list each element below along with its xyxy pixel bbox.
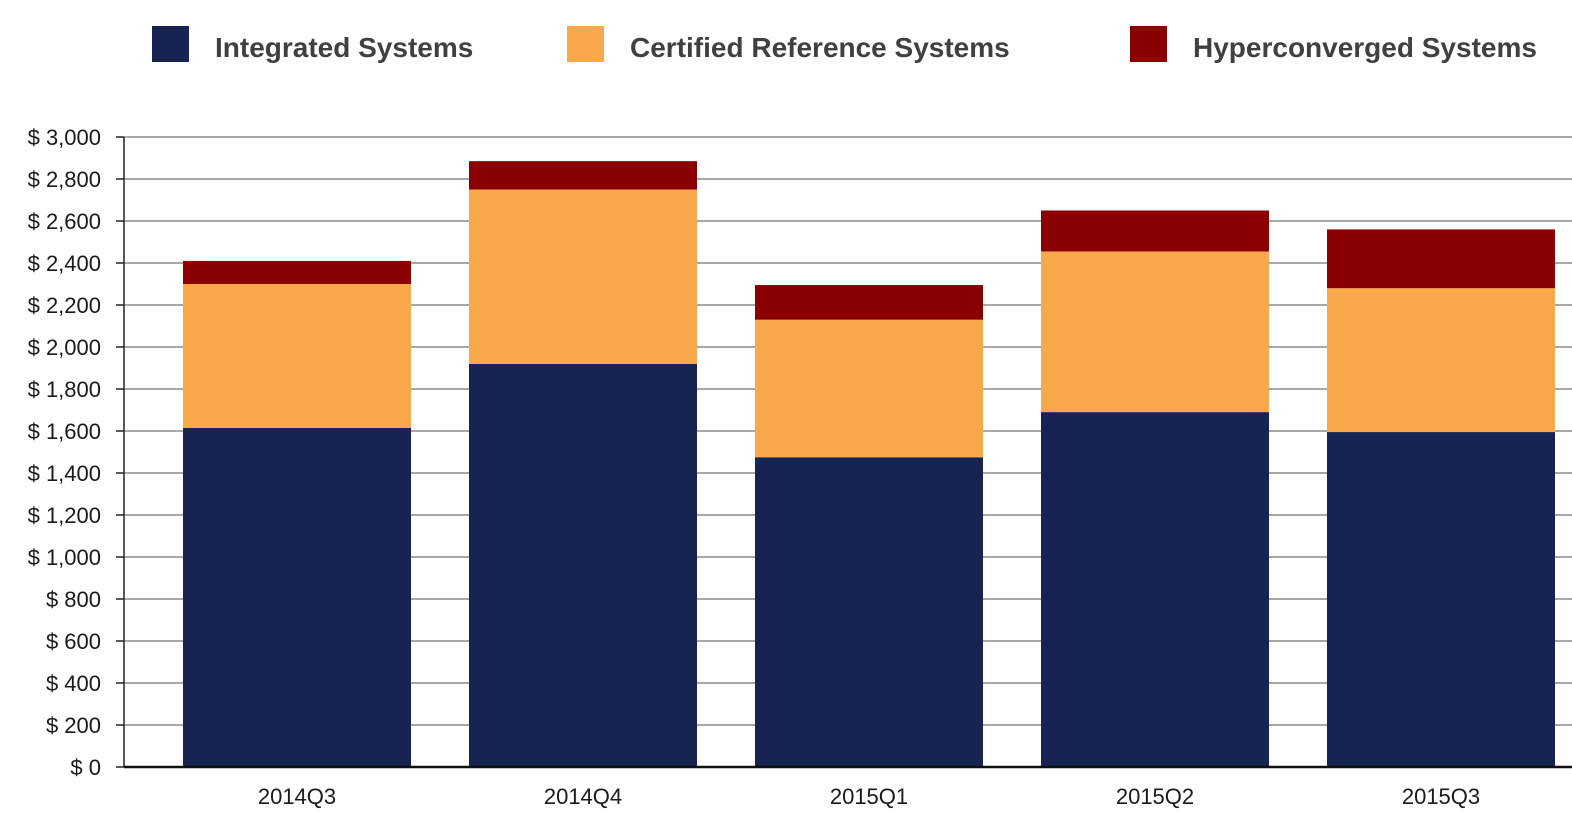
legend-label: Certified Reference Systems (630, 32, 1010, 63)
bar-segment (183, 284, 411, 428)
x-tick-label: 2015Q1 (830, 784, 908, 809)
y-tick-label: $ 200 (46, 713, 101, 738)
x-axis: 2014Q3 2014Q4 2015Q1 2015Q2 2015Q3 (124, 765, 1572, 809)
bar-segment (469, 189, 697, 364)
y-tick-label: $ 3,000 (28, 125, 101, 150)
bar-segment (1041, 210, 1269, 252)
legend-swatch (1130, 26, 1167, 62)
bars (183, 161, 1555, 767)
legend-item: Certified Reference Systems (567, 26, 1010, 63)
y-tick-label: $ 1,600 (28, 419, 101, 444)
y-tick-label: $ 800 (46, 587, 101, 612)
y-tick-label: $ 1,200 (28, 503, 101, 528)
y-tick-label: $ 0 (70, 755, 101, 780)
y-tick-label: $ 2,800 (28, 167, 101, 192)
y-tick-label: $ 2,000 (28, 335, 101, 360)
bar-segment (1327, 288, 1555, 433)
bar-segment (469, 161, 697, 190)
bar-stack (469, 161, 697, 767)
y-axis: $ 0 $ 200 $ 400 $ 600 $ 800 $ 1,000 $ 1,200 $ 1… (28, 125, 125, 780)
legend-swatch (567, 26, 604, 62)
y-tick-label: $ 1,000 (28, 545, 101, 570)
y-tick-label: $ 2,600 (28, 209, 101, 234)
bar-stack (1041, 210, 1269, 767)
x-tick-label: 2015Q3 (1402, 784, 1480, 809)
bar-segment (755, 285, 983, 320)
x-tick-label: 2015Q2 (1116, 784, 1194, 809)
bar-segment (755, 319, 983, 458)
bar-stack (183, 260, 411, 767)
x-tick-label: 2014Q4 (544, 784, 622, 809)
bar-segment (1327, 432, 1555, 767)
legend-item: Integrated Systems (152, 26, 473, 63)
bar-segment (183, 427, 411, 767)
bar-segment (1327, 229, 1555, 289)
y-tick-label: $ 2,200 (28, 293, 101, 318)
y-tick-label: $ 2,400 (28, 251, 101, 276)
y-tick-label: $ 600 (46, 629, 101, 654)
legend-swatch (152, 26, 189, 62)
legend-item: Hyperconverged Systems (1130, 26, 1537, 63)
y-tick-label: $ 1,400 (28, 461, 101, 486)
legend-label: Integrated Systems (215, 32, 473, 63)
bar-segment (755, 457, 983, 767)
bar-segment (1041, 251, 1269, 413)
x-tick-label: 2014Q3 (258, 784, 336, 809)
bar-stack (1327, 229, 1555, 767)
legend-label: Hyperconverged Systems (1193, 32, 1537, 63)
legend: Integrated Systems Certified Reference Sy… (152, 26, 1537, 63)
y-tick-label: $ 400 (46, 671, 101, 696)
bar-segment (469, 363, 697, 767)
bar-segment (1041, 412, 1269, 767)
bar-segment (183, 260, 411, 284)
bar-stack (755, 285, 983, 767)
y-tick-label: $ 1,800 (28, 377, 101, 402)
